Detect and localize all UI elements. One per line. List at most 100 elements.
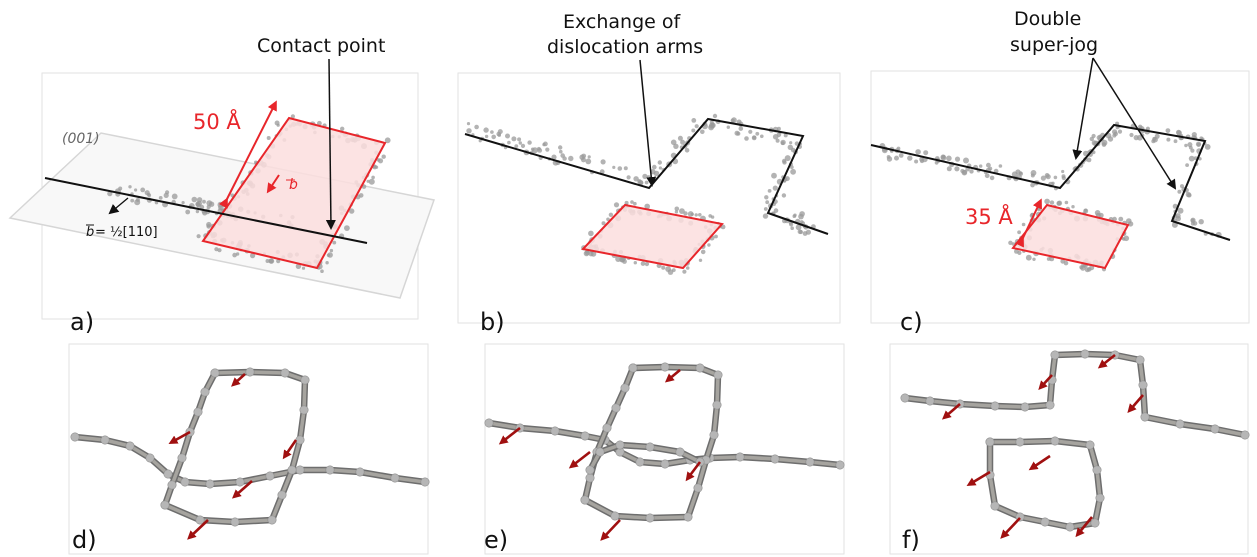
atom [644, 203, 650, 210]
atom [1190, 148, 1195, 153]
node [1020, 402, 1030, 412]
atom [789, 141, 793, 145]
atom [1184, 143, 1188, 148]
atom [558, 145, 563, 150]
atom [1101, 139, 1108, 146]
atom [497, 133, 501, 137]
atom [1177, 207, 1184, 214]
atom [744, 136, 749, 141]
atom [772, 185, 778, 191]
atom [771, 172, 777, 179]
atom [1044, 198, 1050, 205]
atom [1172, 203, 1178, 209]
atom [601, 221, 606, 226]
atom [232, 252, 237, 258]
atom [637, 179, 644, 186]
panel-label-c: c) [900, 308, 923, 336]
atom [720, 224, 726, 230]
atom [107, 191, 113, 197]
atom [954, 156, 961, 162]
atom [989, 175, 995, 181]
node [985, 437, 995, 447]
panel-d: d) [68, 343, 430, 555]
node [611, 403, 621, 413]
dislocation-segment-highlight [903, 352, 1247, 437]
atom [767, 189, 772, 193]
atom [581, 153, 587, 159]
atom [793, 213, 797, 217]
atom [128, 185, 132, 189]
node [280, 368, 290, 378]
atom [206, 221, 212, 228]
atom [907, 155, 913, 161]
atom [1051, 181, 1055, 185]
atom [329, 248, 334, 253]
node [660, 362, 670, 372]
superjog-arrow-2 [1092, 57, 1177, 190]
atom [484, 134, 489, 139]
atom [144, 190, 150, 196]
atom [781, 193, 787, 198]
atom [714, 234, 718, 239]
node [835, 460, 845, 470]
burgers-vector-arrow [1097, 353, 1116, 369]
node [235, 477, 245, 487]
burgers-vector-arrow [232, 480, 253, 499]
atom [583, 250, 590, 257]
atom [698, 213, 702, 217]
node [585, 465, 595, 475]
atom [694, 124, 699, 129]
atom [1152, 136, 1158, 143]
node [245, 367, 255, 377]
atom [894, 155, 899, 161]
node [900, 393, 910, 403]
double-label-1: Double [1014, 8, 1081, 30]
plane-label: (001) [62, 131, 100, 147]
atom [1166, 137, 1171, 142]
atom [898, 153, 904, 158]
atom [514, 144, 519, 149]
double-label-2: super-jog [1010, 34, 1098, 56]
atom [1094, 210, 1101, 216]
panel-label-d: d) [72, 526, 97, 554]
atom [265, 259, 270, 263]
atom [250, 253, 256, 259]
atom [320, 269, 324, 274]
atom [1185, 163, 1189, 168]
exchange-label-1: Exchange of [563, 11, 682, 33]
contact-point-label: Contact point [257, 35, 385, 57]
atom [562, 156, 567, 161]
node [805, 457, 815, 467]
node [177, 453, 187, 463]
atom [381, 154, 386, 159]
burgers-vector-arrow [1028, 454, 1051, 471]
atom [588, 251, 594, 257]
atom [217, 248, 222, 253]
atom [1063, 260, 1069, 266]
node [193, 407, 203, 417]
atom [1112, 129, 1118, 135]
atom [202, 210, 208, 216]
panel-label-a: a) [70, 308, 94, 336]
atom [295, 263, 302, 269]
node [635, 457, 645, 467]
atom [633, 201, 637, 206]
atom [1056, 200, 1063, 206]
atom [613, 202, 620, 208]
atom [344, 225, 350, 232]
atom [1011, 171, 1018, 178]
node [1085, 440, 1095, 450]
atom [1025, 254, 1032, 261]
atom [1190, 221, 1195, 226]
atom [712, 113, 718, 119]
atom [1008, 240, 1013, 245]
atom [1198, 157, 1202, 161]
atom [1107, 136, 1114, 142]
node [1092, 465, 1102, 475]
atom [585, 158, 592, 165]
atom [670, 139, 677, 146]
dislocation-line-c [870, 123, 1231, 241]
node [712, 400, 722, 410]
atom [1032, 257, 1036, 261]
atom [608, 212, 614, 217]
